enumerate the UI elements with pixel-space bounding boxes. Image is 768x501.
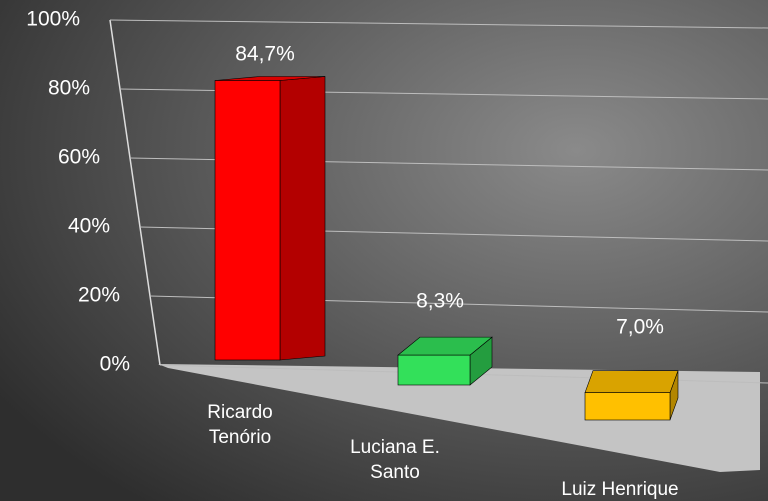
y-tick-label: 20% (78, 284, 120, 307)
x-tick-label-line: Santo (370, 462, 420, 483)
value-label: 8,3% (416, 290, 464, 313)
bar-front (584, 392, 671, 421)
y-tick-label: 0% (100, 353, 130, 376)
x-tick-label: Ricardo Tenório (207, 402, 272, 448)
value-label: 84,7% (235, 43, 295, 66)
bar-front (214, 80, 281, 361)
y-tick-label: 40% (68, 215, 110, 238)
x-tick-label-line: Ricardo (207, 402, 272, 423)
y-tick-label: 80% (48, 77, 90, 100)
x-tick-label: Luiz Henrique (561, 479, 678, 500)
bar (584, 370, 679, 421)
bar (397, 336, 493, 386)
grid-line (109, 19, 768, 29)
bar (214, 76, 326, 361)
x-tick-label: Luciana E. Santo (350, 437, 440, 483)
x-tick-label-line: Luciana E. (350, 437, 440, 458)
x-tick-label-line: Tenório (209, 427, 271, 448)
bar-front (397, 354, 471, 386)
value-label: 7,0% (616, 316, 664, 339)
y-axis (109, 19, 161, 366)
y-tick-label: 100% (26, 8, 80, 31)
y-tick-label: 60% (58, 146, 100, 169)
bar-top (584, 370, 679, 394)
bar-side (279, 76, 326, 361)
